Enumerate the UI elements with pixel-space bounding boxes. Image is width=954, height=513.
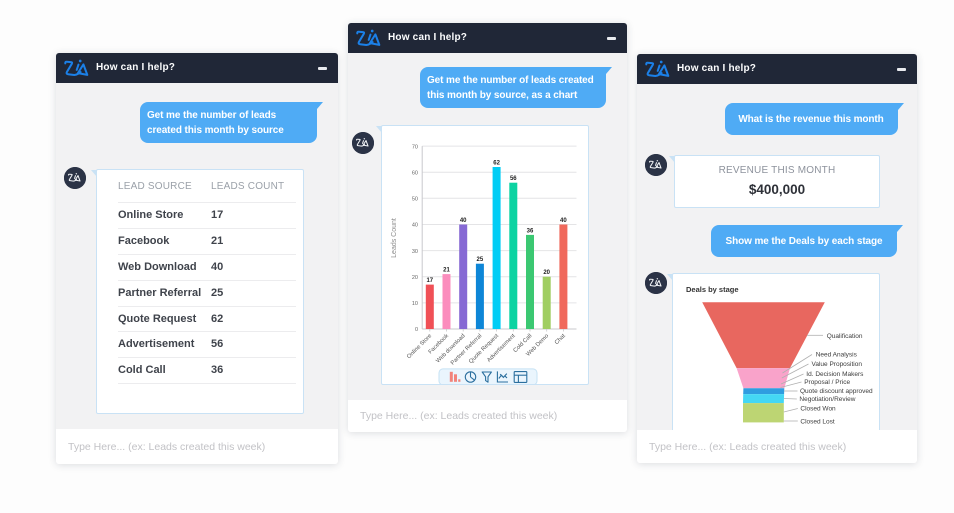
svg-text:0: 0 xyxy=(415,327,418,333)
svg-text:56: 56 xyxy=(510,176,517,182)
svg-text:Closed Won: Closed Won xyxy=(800,405,836,412)
svg-text:Online Store: Online Store xyxy=(406,333,433,360)
svg-text:Chat: Chat xyxy=(554,333,567,346)
svg-text:Qualification: Qualification xyxy=(827,333,863,340)
svg-text:30: 30 xyxy=(412,249,418,255)
svg-text:20: 20 xyxy=(412,275,418,281)
svg-text:Quote discount approved: Quote discount approved xyxy=(800,388,873,395)
svg-text:50: 50 xyxy=(412,197,418,203)
svg-text:25: 25 xyxy=(477,257,484,263)
svg-text:21: 21 xyxy=(443,268,450,274)
svg-text:62: 62 xyxy=(493,161,500,167)
svg-text:Value Proposition: Value Proposition xyxy=(812,361,863,368)
svg-text:40: 40 xyxy=(412,223,418,229)
svg-text:Need Analysis: Need Analysis xyxy=(816,351,858,358)
svg-text:40: 40 xyxy=(560,218,567,224)
svg-text:36: 36 xyxy=(527,228,534,234)
svg-text:10: 10 xyxy=(412,301,418,307)
svg-text:Deals by stage: Deals by stage xyxy=(686,285,739,294)
svg-text:Id. Decision Makers: Id. Decision Makers xyxy=(806,371,864,378)
svg-text:60: 60 xyxy=(412,170,418,176)
svg-text:Closed Lost: Closed Lost xyxy=(800,418,835,425)
svg-text:Negotiation/Review: Negotiation/Review xyxy=(799,396,855,403)
svg-text:20: 20 xyxy=(543,270,550,276)
svg-text:Leads Count: Leads Count xyxy=(391,218,398,258)
svg-text:17: 17 xyxy=(426,278,433,284)
svg-text:Proposal / Price: Proposal / Price xyxy=(804,379,850,386)
svg-text:40: 40 xyxy=(460,218,467,224)
svg-text:70: 70 xyxy=(412,144,418,150)
